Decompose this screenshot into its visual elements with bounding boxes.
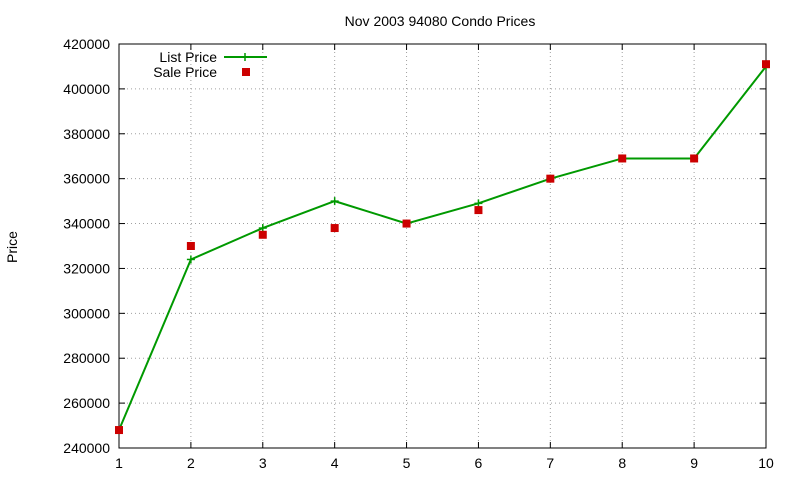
sale-price-point [690,154,699,163]
chart-title: Nov 2003 94080 Condo Prices [345,13,536,29]
x-tick-label: 8 [618,455,626,471]
y-tick-label: 400000 [63,81,110,97]
y-tick-label: 280000 [63,350,110,366]
series [115,60,770,435]
y-tick-label: 380000 [63,126,110,142]
sale-price-point [546,174,555,183]
x-tick-label: 5 [403,455,411,471]
sale-price-point [258,230,267,239]
x-tick-label: 9 [690,455,698,471]
y-tick-label: 240000 [63,440,110,456]
sale-price-point [618,154,627,163]
x-tick-label: 1 [115,455,123,471]
grid [119,44,766,448]
sale-price-point [474,206,483,215]
legend-plus-swatch [241,53,249,61]
list-price-point [258,224,267,233]
x-tick-label: 6 [475,455,483,471]
sale-price-point [186,242,195,250]
list-price-line [118,65,767,431]
y-tick-label: 340000 [63,216,110,232]
y-tick-label: 300000 [63,305,110,321]
x-tick-label: 3 [259,455,267,471]
x-tick-label: 7 [546,455,554,471]
list-price-point [330,197,339,206]
sale-price-point [402,219,411,228]
y-axis-label: Price [4,231,20,263]
y-tick-label: 260000 [63,395,110,411]
legend-label: List Price [159,49,217,65]
x-tick-label: 2 [187,455,195,471]
plot-frame [118,43,767,449]
sale-price-point [762,60,770,69]
legend-square-swatch [242,68,250,76]
ticks: 1 2 3 4 5 6 7 8 9 10 240000 260000 280000 300000 32000… [63,36,774,471]
list-price-point [186,255,195,264]
sale-price-point [330,224,339,233]
y-tick-label: 360000 [63,171,110,187]
y-tick-label: 420000 [63,36,110,52]
sale-price-point [115,426,123,435]
x-tick-label: 4 [331,455,339,471]
legend-label: Sale Price [153,64,217,80]
y-tick-label: 320000 [63,260,110,276]
list-price-point [474,199,483,208]
x-tick-label: 10 [758,455,774,471]
